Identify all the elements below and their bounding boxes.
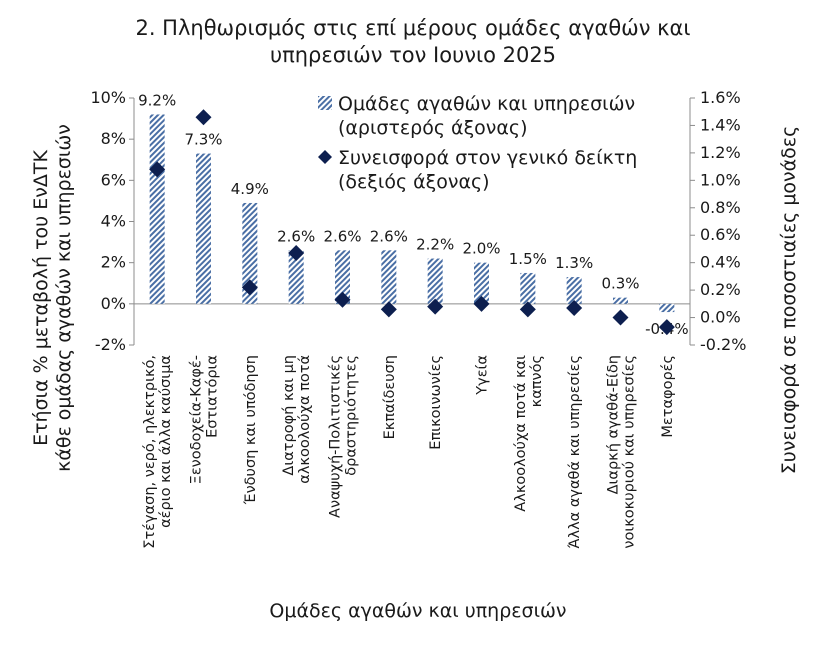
bar — [613, 297, 628, 304]
right-axis-title: Συνεισφορά σε ποσοστιαίες μονάδες — [778, 126, 800, 474]
legend-diamond-marker — [318, 150, 332, 164]
category-label: αέριο και άλλα καύσιμα — [158, 355, 174, 528]
left-axis-title-line-1: Ετήσια % μεταβολή του ΕνΔΤΚ — [30, 150, 52, 446]
category-label: Υγεία — [475, 355, 491, 396]
right-tick-label: 0.2% — [700, 280, 741, 299]
bar — [566, 277, 582, 304]
bar — [381, 250, 397, 304]
contribution-point — [288, 245, 305, 262]
right-tick-label: 0.0% — [700, 308, 741, 327]
right-tick-label: 1.4% — [700, 115, 741, 134]
bar-data-label: 2.2% — [416, 236, 454, 254]
category-label: Ένδυση και υπόδηση — [243, 355, 259, 505]
category-label: Μεταφορές — [660, 355, 676, 438]
category-label: δραστηριότητες — [344, 355, 360, 476]
legend: Ομάδες αγαθών και υπηρεσιών (αριστερός ά… — [318, 93, 637, 193]
right-tick-label: 1.0% — [700, 170, 741, 189]
category-label: αλκοολούχα ποτά — [297, 355, 313, 484]
bar-data-label: 2.6% — [323, 227, 361, 245]
chart-title-line-2: υπηρεσιών τον Ιουνιο 2025 — [270, 43, 556, 67]
right-tick-label: 0.4% — [700, 253, 741, 272]
category-label: Άλλα αγαθά και υπηρεσίες — [567, 355, 583, 549]
right-tick-label: -0.2% — [700, 335, 746, 354]
contribution-point — [612, 309, 629, 326]
contribution-point — [473, 295, 490, 312]
right-tick-label: 1.2% — [700, 143, 741, 162]
category-label: Εκπαίδευση — [382, 355, 398, 439]
plot-area: -2% 0% 2% 4% 6% 8% 10% -0.2% 0.0% 0.2% 0.4% 0.6% 0.8… — [90, 88, 746, 549]
category-label: Ξενοδοχεία-Καφέ- — [189, 355, 205, 484]
bar-data-label: 2.0% — [462, 240, 500, 258]
contribution-point — [427, 298, 444, 315]
contribution-point — [241, 279, 258, 296]
category-label: Διαρκή αγαθά-Είδη — [606, 355, 622, 494]
category-label: Αλκοολούχα ποτά και — [513, 355, 529, 512]
left-tick-label: 0% — [101, 294, 126, 313]
chart-title-line-1: 2. Πληθωρισμός στις επί μέρους ομάδες αγ… — [135, 16, 690, 40]
right-tick-label: 1.6% — [700, 88, 741, 107]
left-axis-title-line-2: κάθε ομάδας αγαθών και υπηρεσιών — [53, 124, 75, 472]
bar — [474, 262, 489, 304]
contribution-point — [566, 299, 583, 316]
legend-bar-swatch — [318, 96, 332, 110]
left-tick-label: 10% — [90, 88, 126, 107]
legend-contribution-label-line-2: (δεξιός άξονας) — [338, 171, 490, 193]
left-tick-label: 2% — [101, 253, 126, 272]
bar — [335, 250, 350, 304]
contribution-point — [334, 291, 351, 308]
bar-data-label: 1.5% — [509, 250, 547, 268]
bar-data-label: 4.9% — [231, 180, 269, 198]
left-tick-label: 6% — [101, 170, 126, 189]
legend-bar-label-line-1: Ομάδες αγαθών και υπηρεσιών — [338, 93, 635, 115]
legend-contribution-label-line-1: Συνεισφορά στον γενικό δείκτη — [338, 147, 637, 169]
bar — [196, 153, 211, 304]
bar-data-label: 2.6% — [370, 227, 408, 245]
right-tick-label: 0.8% — [700, 198, 741, 217]
left-tick-label: 4% — [101, 212, 126, 231]
contribution-point — [195, 109, 212, 126]
bar — [149, 114, 165, 304]
bar-data-label: 2.6% — [277, 227, 315, 245]
category-label: Επικοινωνίες — [428, 355, 444, 450]
contribution-point — [519, 301, 536, 318]
left-tick-label: -2% — [95, 335, 126, 354]
left-tick-label: 8% — [101, 129, 126, 148]
bar — [427, 258, 443, 304]
x-axis-title: Ομάδες αγαθών και υπηρεσιών — [269, 600, 566, 622]
contribution-point — [658, 319, 675, 336]
category-label: νοικοκυριού και υπηρεσίες — [622, 355, 638, 549]
contribution-point — [149, 161, 166, 178]
bar — [288, 250, 304, 304]
bar-data-label: 0.3% — [601, 275, 639, 293]
right-tick-label: 0.6% — [700, 225, 741, 244]
bar — [242, 202, 258, 304]
bar — [659, 303, 675, 313]
category-label: Διατροφή και μη — [281, 355, 297, 476]
category-label: καπνός — [529, 355, 545, 407]
category-label: Στέγαση, νερό, ηλεκτρικό, — [142, 355, 158, 549]
category-label: Εστιατόρια — [205, 355, 221, 438]
chart-title: 2. Πληθωρισμός στις επί μέρους ομάδες αγ… — [135, 16, 690, 67]
bar-data-label: 7.3% — [184, 131, 222, 149]
bar — [520, 272, 536, 304]
bar-data-label: 1.3% — [555, 254, 593, 272]
category-label: Αναψυχή-Πολιτιστικές — [328, 355, 344, 518]
contribution-point — [380, 301, 397, 318]
bar-data-label: 9.2% — [138, 91, 176, 109]
legend-bar-label-line-2: (αριστερός άξονας) — [338, 117, 528, 139]
axis-titles: Ετήσια % μεταβολή του ΕνΔΤΚ κάθε ομάδας … — [30, 124, 800, 622]
